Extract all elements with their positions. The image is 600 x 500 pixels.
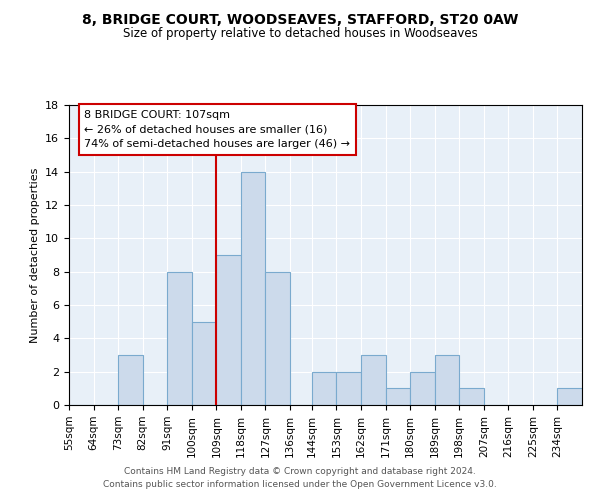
Bar	[361, 355, 386, 405]
Bar	[217, 255, 241, 405]
Bar	[410, 372, 434, 405]
Text: 8 BRIDGE COURT: 107sqm
← 26% of detached houses are smaller (16)
74% of semi-det: 8 BRIDGE COURT: 107sqm ← 26% of detached…	[85, 110, 350, 149]
Text: Size of property relative to detached houses in Woodseaves: Size of property relative to detached ho…	[122, 28, 478, 40]
Bar	[241, 172, 265, 405]
Bar	[434, 355, 459, 405]
Bar	[459, 388, 484, 405]
Text: 8, BRIDGE COURT, WOODSEAVES, STAFFORD, ST20 0AW: 8, BRIDGE COURT, WOODSEAVES, STAFFORD, S…	[82, 12, 518, 26]
Bar	[312, 372, 337, 405]
Bar	[265, 272, 290, 405]
Text: Contains HM Land Registry data © Crown copyright and database right 2024.
Contai: Contains HM Land Registry data © Crown c…	[103, 467, 497, 489]
Bar	[386, 388, 410, 405]
Bar	[192, 322, 217, 405]
Bar	[167, 272, 192, 405]
Bar	[337, 372, 361, 405]
Bar	[557, 388, 582, 405]
Bar	[118, 355, 143, 405]
Y-axis label: Number of detached properties: Number of detached properties	[29, 168, 40, 342]
